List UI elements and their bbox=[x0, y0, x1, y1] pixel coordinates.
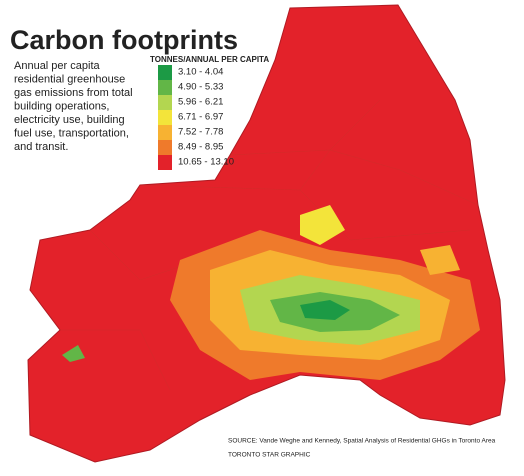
credit: TORONTO STAR GRAPHIC bbox=[228, 452, 311, 459]
subtitle-line: Annual per capita bbox=[14, 60, 100, 72]
legend-label: 8.49 - 8.95 bbox=[178, 142, 223, 153]
legend-label: 4.90 - 5.33 bbox=[178, 82, 223, 93]
legend-title: TONNES/ANNUAL PER CAPITA bbox=[150, 55, 269, 64]
east-spot bbox=[420, 245, 460, 275]
legend-label: 3.10 - 4.04 bbox=[178, 67, 223, 78]
legend: 3.10 - 4.04 4.90 - 5.33 5.96 - 6.21 6.71 - … bbox=[158, 65, 234, 170]
subtitle-line: residential greenhouse bbox=[14, 73, 125, 85]
legend-swatch bbox=[158, 155, 172, 170]
north-spot bbox=[300, 205, 345, 245]
subtitle-line: and transit. bbox=[14, 141, 68, 153]
legend-label: 7.52 - 7.78 bbox=[178, 127, 223, 138]
districts bbox=[60, 99, 479, 391]
west-spot bbox=[62, 345, 85, 362]
source: SOURCE: Vande Weghe and Kennedy, Spatial… bbox=[228, 438, 496, 445]
legend-label: 5.96 - 6.21 bbox=[178, 97, 223, 108]
legend-swatch bbox=[158, 65, 172, 80]
legend-swatch bbox=[158, 125, 172, 140]
legend-swatch bbox=[158, 80, 172, 95]
subtitle-line: electricity use, building bbox=[14, 114, 125, 126]
legend-label: 10.65 - 13.10 bbox=[178, 157, 234, 168]
core-spot bbox=[300, 300, 350, 320]
legend-swatch bbox=[158, 140, 172, 155]
legend-swatch bbox=[158, 95, 172, 110]
subtitle-line: gas emissions from total bbox=[14, 87, 133, 99]
subtitle-line: fuel use, transportation, bbox=[14, 127, 129, 139]
legend-label: 6.71 - 6.97 bbox=[178, 112, 223, 123]
subtitle-line: building operations, bbox=[14, 100, 109, 112]
title: Carbon footprints bbox=[10, 25, 238, 55]
legend-swatch bbox=[158, 110, 172, 125]
